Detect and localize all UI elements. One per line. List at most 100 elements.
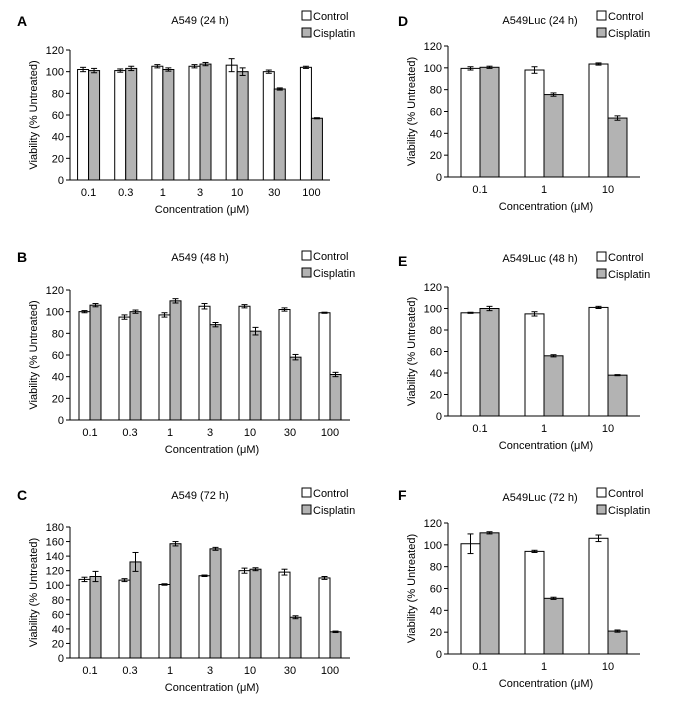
y-tick-label: 60 bbox=[430, 584, 442, 596]
y-tick-label: 180 bbox=[46, 522, 64, 534]
bar-cisplatin bbox=[89, 575, 102, 659]
bar-control bbox=[588, 537, 609, 655]
bar-control bbox=[114, 70, 127, 181]
chart-title: A549Luc (48 h) bbox=[502, 253, 577, 265]
bar-control bbox=[460, 312, 481, 417]
panel-label: D bbox=[398, 13, 408, 29]
y-tick-label: 20 bbox=[430, 627, 442, 639]
bar-cisplatin bbox=[329, 374, 342, 421]
bar-control bbox=[118, 579, 131, 659]
x-axis-label: Concentration (μM) bbox=[155, 204, 249, 216]
bar-control bbox=[198, 575, 211, 659]
x-axis-label-suffix: ) bbox=[590, 440, 594, 452]
legend-label-control: Control bbox=[608, 252, 643, 264]
x-axis-label-unit: μM bbox=[574, 201, 590, 213]
bar-control bbox=[78, 311, 91, 421]
chart-title: A549 (48 h) bbox=[171, 252, 228, 264]
x-axis-label-unit: μM bbox=[574, 440, 590, 452]
y-tick-label: 120 bbox=[46, 285, 64, 297]
y-axis-label: Viability (% Untreated) bbox=[406, 57, 418, 166]
bar-control bbox=[238, 570, 251, 659]
y-axis-label: Viability (% Untreated) bbox=[406, 534, 418, 643]
legend-label-control: Control bbox=[313, 488, 348, 500]
bar-control bbox=[524, 69, 545, 178]
legend-label-cisplatin: Cisplatin bbox=[313, 28, 355, 40]
bar-cisplatin bbox=[607, 117, 628, 178]
y-axis-label: Viability (% Untreated) bbox=[406, 297, 418, 406]
x-axis-label-unit: μM bbox=[574, 678, 590, 690]
x-tick-label: 1 bbox=[167, 427, 173, 439]
legend-label-cisplatin: Cisplatin bbox=[608, 28, 650, 40]
x-tick-label: 100 bbox=[321, 665, 339, 677]
x-tick-label: 1 bbox=[160, 187, 166, 199]
bar-control bbox=[118, 316, 131, 421]
y-tick-label: 100 bbox=[424, 63, 442, 75]
x-axis-label-prefix: Concentration ( bbox=[165, 444, 241, 456]
bar-control bbox=[588, 306, 609, 417]
x-tick-label: 30 bbox=[268, 187, 280, 199]
panel-label: B bbox=[17, 249, 27, 265]
x-axis-label-suffix: ) bbox=[256, 444, 260, 456]
legend-label-cisplatin: Cisplatin bbox=[313, 268, 355, 280]
x-tick-label: 0.1 bbox=[472, 184, 487, 196]
bar-cisplatin bbox=[209, 548, 222, 659]
legend-swatch-control bbox=[596, 487, 607, 498]
y-tick-label: 40 bbox=[430, 128, 442, 140]
legend-label-cisplatin: Cisplatin bbox=[608, 269, 650, 281]
y-tick-label: 60 bbox=[52, 350, 64, 362]
bar-control bbox=[188, 65, 201, 181]
bar-cisplatin bbox=[607, 374, 628, 417]
bar-control bbox=[151, 65, 164, 181]
y-tick-label: 100 bbox=[424, 540, 442, 552]
x-tick-label: 30 bbox=[284, 665, 296, 677]
legend: Control Cisplatin bbox=[301, 487, 355, 517]
x-axis-label-prefix: Concentration ( bbox=[155, 204, 231, 216]
y-tick-label: 120 bbox=[46, 45, 64, 57]
y-tick-label: 120 bbox=[46, 566, 64, 578]
y-tick-label: 100 bbox=[46, 580, 64, 592]
legend: Control Cisplatin bbox=[301, 10, 355, 40]
chart-panel-c: C A549 (72 h) ControlCisplatin020406080100… bbox=[17, 487, 355, 694]
bar-cisplatin bbox=[162, 69, 175, 181]
x-axis-label: Concentration (μM) bbox=[499, 678, 593, 690]
y-tick-label: 60 bbox=[430, 107, 442, 119]
x-axis-label-unit: μM bbox=[230, 204, 246, 216]
y-tick-label: 80 bbox=[52, 595, 64, 607]
bar-control bbox=[158, 583, 171, 659]
bar-cisplatin bbox=[289, 616, 302, 659]
x-tick-label: 10 bbox=[231, 187, 243, 199]
y-tick-label: 80 bbox=[430, 85, 442, 97]
bar-control bbox=[158, 314, 171, 421]
legend-label-cisplatin: Cisplatin bbox=[313, 505, 355, 517]
bar-cisplatin bbox=[129, 311, 142, 421]
bar-control bbox=[278, 571, 291, 659]
legend: Control Cisplatin bbox=[596, 487, 650, 517]
legend-swatch-control bbox=[301, 487, 312, 498]
bar-control bbox=[278, 309, 291, 421]
y-tick-label: 0 bbox=[436, 649, 442, 661]
x-tick-label: 10 bbox=[602, 184, 614, 196]
panel-label: E bbox=[398, 253, 407, 269]
x-tick-label: 10 bbox=[602, 661, 614, 673]
chart-panel-d: D A549Luc (24 h) Control Cisplatin 0 20 40 60 80… bbox=[398, 10, 650, 213]
x-tick-label: 3 bbox=[207, 665, 213, 677]
bar-control bbox=[262, 71, 275, 181]
x-tick-label: 0.1 bbox=[472, 661, 487, 673]
x-axis-label-unit: μM bbox=[240, 444, 256, 456]
y-tick-label: 0 bbox=[58, 175, 64, 187]
panel-label: C bbox=[17, 487, 27, 503]
x-tick-label: 0.1 bbox=[472, 423, 487, 435]
x-tick-label: 1 bbox=[167, 665, 173, 677]
x-tick-label: 0.1 bbox=[82, 427, 97, 439]
y-tick-label: 120 bbox=[424, 41, 442, 53]
y-tick-label: 80 bbox=[430, 325, 442, 337]
legend-swatch-control bbox=[301, 10, 312, 21]
bar-cisplatin bbox=[169, 300, 182, 421]
y-tick-label: 100 bbox=[46, 67, 64, 79]
y-axis-label: Viability (% Untreated) bbox=[28, 60, 40, 169]
bar-cisplatin bbox=[199, 63, 212, 181]
bar-control bbox=[460, 67, 481, 178]
bar-cisplatin bbox=[88, 70, 101, 181]
y-tick-label: 40 bbox=[430, 368, 442, 380]
bar-cisplatin bbox=[310, 117, 323, 181]
